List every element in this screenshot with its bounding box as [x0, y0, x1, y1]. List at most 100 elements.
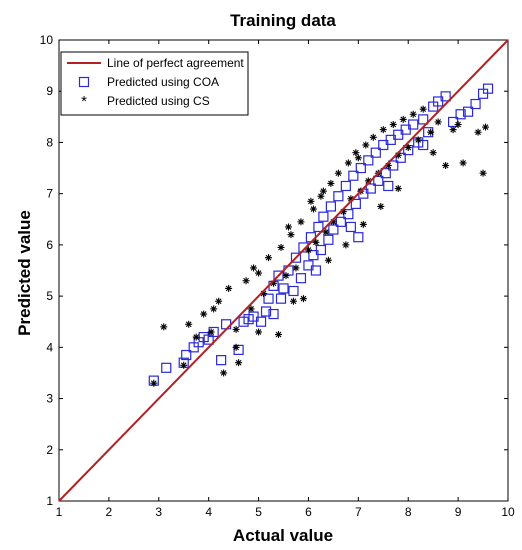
y-tick-label: 9 — [46, 84, 53, 98]
cs-point — [242, 277, 250, 285]
coa-point — [325, 201, 336, 212]
cs-point — [207, 328, 215, 336]
cs-point — [354, 154, 362, 162]
cs-point — [210, 305, 218, 313]
cs-point — [377, 202, 385, 210]
cs-point — [150, 379, 158, 387]
cs-point — [282, 272, 290, 280]
cs-point — [429, 149, 437, 157]
x-tick-label: 2 — [106, 505, 113, 519]
cs-point — [309, 205, 317, 213]
cs-point — [342, 241, 350, 249]
cs-point — [232, 325, 240, 333]
cs-point — [255, 328, 263, 336]
cs-point — [232, 343, 240, 351]
cs-point — [307, 197, 315, 205]
cs-point — [389, 121, 397, 129]
cs-point — [160, 323, 168, 331]
cs-point — [434, 118, 442, 126]
perfect-agreement-line-group — [58, 39, 509, 502]
x-tick-label: 5 — [255, 505, 262, 519]
coa-point — [470, 98, 481, 110]
y-tick-label: 1 — [46, 494, 53, 508]
coa-point — [383, 180, 394, 192]
y-tick-label: 8 — [46, 135, 53, 149]
cs-point — [394, 185, 402, 193]
cs-point — [344, 159, 352, 167]
cs-point — [192, 333, 200, 341]
x-tick-label: 10 — [501, 505, 515, 519]
coa-point — [290, 252, 302, 263]
coa-point — [323, 234, 334, 245]
coa-point — [260, 306, 272, 317]
coa-point — [400, 124, 411, 135]
y-tick-label: 4 — [46, 340, 53, 354]
coa-point — [313, 221, 324, 233]
cs-point — [334, 169, 342, 177]
cs-point — [250, 264, 258, 272]
cs-point — [404, 144, 412, 152]
cs-point — [459, 159, 467, 167]
cs-point — [180, 361, 188, 369]
coa-point — [288, 285, 299, 297]
cs-point — [324, 256, 332, 264]
cs-point — [304, 246, 312, 254]
cs-point — [442, 161, 450, 169]
coa-point — [370, 147, 381, 158]
legend-line-label: Line of perfect agreement — [107, 56, 244, 70]
coa-point — [353, 232, 364, 243]
cs-point — [215, 297, 223, 305]
y-tick-label: 2 — [46, 443, 53, 457]
x-tick-label: 1 — [56, 505, 63, 519]
coa-point — [278, 283, 289, 294]
cs-point — [327, 179, 335, 187]
cs-point — [287, 231, 295, 239]
cs-point — [352, 149, 360, 157]
legend-asterisk-swatch: * — [81, 93, 87, 110]
legend-square-swatch — [78, 76, 90, 88]
coa-point — [418, 139, 429, 151]
cs-point — [225, 284, 233, 292]
coa-point — [268, 308, 279, 320]
coa-point — [418, 114, 429, 125]
legend-coa-label: Predicted using COA — [107, 75, 219, 89]
cs-point — [427, 128, 435, 136]
y-tick-label: 5 — [46, 289, 53, 303]
cs-point — [362, 141, 370, 149]
cs-point — [277, 243, 285, 251]
cs-point — [322, 228, 330, 236]
coa-point — [365, 183, 376, 194]
cs-point — [297, 218, 305, 226]
cs-point — [289, 297, 297, 305]
coa-point — [393, 129, 404, 140]
cs-point — [474, 128, 482, 136]
cs-point — [255, 269, 263, 277]
coa-point — [295, 273, 307, 284]
coa-point — [385, 134, 396, 145]
coa-point — [255, 316, 267, 327]
x-tick-label: 3 — [155, 505, 162, 519]
cs-point — [247, 305, 255, 313]
x-tick-label: 9 — [455, 505, 462, 519]
coa-point — [345, 221, 356, 233]
coa-point — [378, 139, 389, 151]
cs-point — [220, 369, 228, 377]
cs-point — [200, 310, 208, 318]
x-tick-label: 4 — [205, 505, 212, 519]
cs-point — [319, 187, 327, 195]
coa-point — [363, 155, 374, 166]
axis-ticks: 1 2 3 4 5 6 7 8 9 10 1 2 3 4 5 6 7 8 9 10 — [40, 33, 515, 519]
cs-point — [379, 126, 387, 134]
cs-point — [284, 223, 292, 231]
coa-point — [462, 106, 474, 117]
y-tick-label: 7 — [46, 187, 53, 201]
coa-point — [440, 91, 451, 102]
cs-point — [399, 115, 407, 123]
coa-point — [161, 362, 172, 373]
chart-title: Training data — [230, 11, 336, 30]
coa-point — [275, 293, 287, 304]
x-axis-label: Actual value — [233, 526, 333, 545]
cs-point — [454, 121, 462, 129]
cs-point — [449, 126, 457, 134]
cs-point — [419, 105, 427, 113]
